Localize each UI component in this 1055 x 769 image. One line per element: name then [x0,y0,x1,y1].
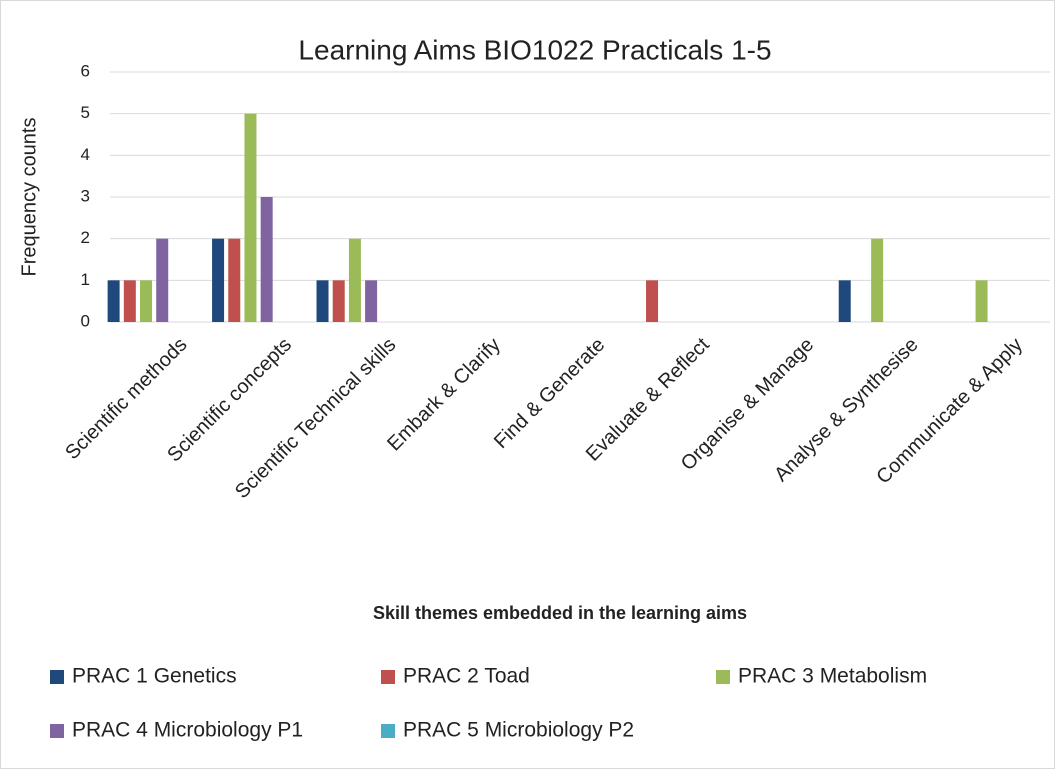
bar [332,280,345,322]
legend-swatch [381,670,395,684]
legend-swatch [50,724,64,738]
bar [228,238,241,322]
bar [646,280,659,322]
bar [975,280,988,322]
bar [316,280,329,322]
bar [260,197,273,322]
bar [156,238,169,322]
y-tick-label: 5 [81,103,90,122]
x-axis-title: Skill themes embedded in the learning ai… [373,603,747,623]
legend-swatch [50,670,64,684]
legend-label: PRAC 3 Metabolism [738,665,927,688]
bar [140,280,153,322]
bar [838,280,851,322]
bar [365,280,378,322]
bar [107,280,120,322]
bar [348,238,361,322]
y-axis-title: Frequency counts [18,118,40,277]
legend-label: PRAC 4 Microbiology P1 [72,719,303,742]
bar [244,113,257,323]
chart-title: Learning Aims BIO1022 Practicals 1-5 [298,34,771,65]
bar [212,238,225,322]
legend-swatch [716,670,730,684]
y-tick-label: 6 [81,61,90,80]
bar [123,280,136,322]
y-tick-label: 0 [81,311,90,330]
legend-swatch [381,724,395,738]
y-tick-label: 2 [81,228,90,247]
bar [871,238,884,322]
y-tick-label: 4 [81,145,90,164]
legend-label: PRAC 1 Genetics [72,665,237,688]
legend-label: PRAC 5 Microbiology P2 [403,719,634,742]
legend-label: PRAC 2 Toad [403,665,530,688]
y-tick-label: 3 [81,186,90,205]
y-tick-label: 1 [81,270,90,289]
